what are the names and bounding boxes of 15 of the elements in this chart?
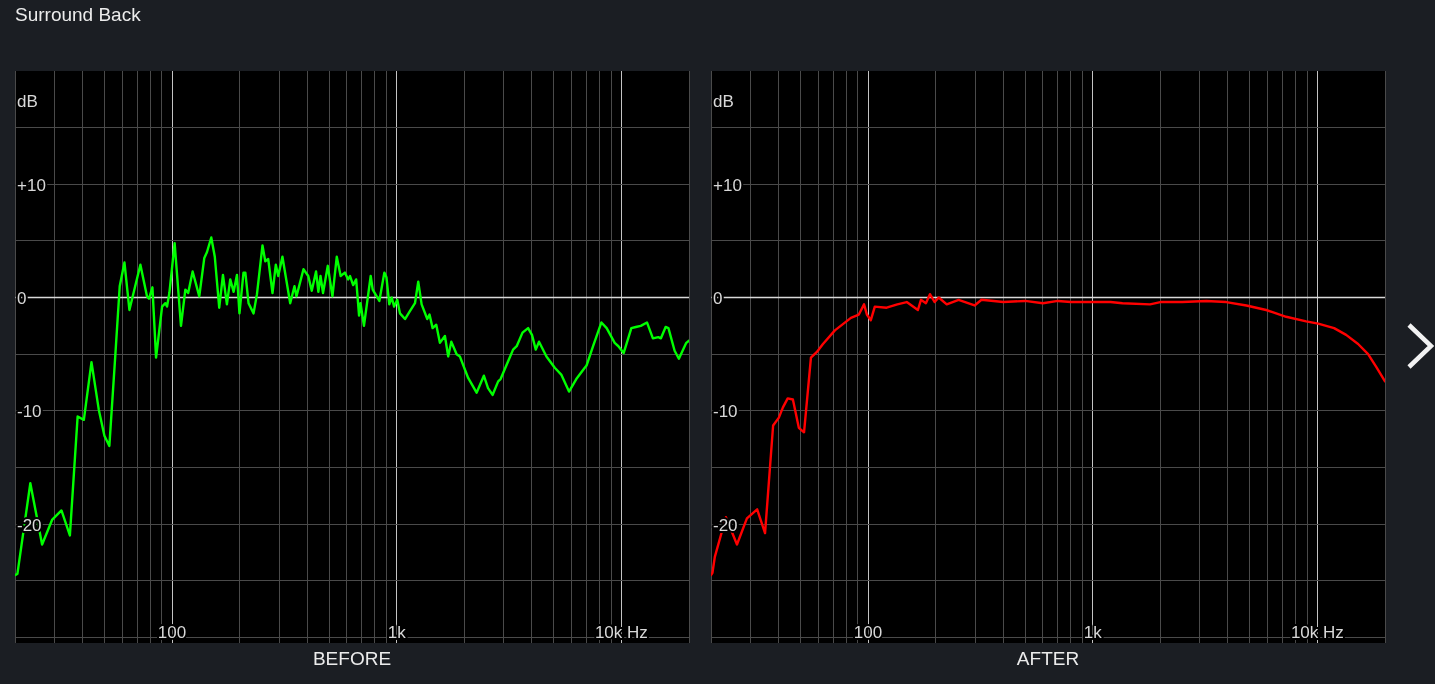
x-axis-title: AFTER [1016,648,1080,670]
y-tick-label: -10 [713,402,738,422]
x-axis-title: BEFORE [312,648,392,670]
x-tick-label: 10k Hz [1290,623,1344,642]
y-tick-label: +10 [713,175,742,195]
y-axis-title: dB [713,91,734,111]
y-tick-label: -10 [17,402,42,422]
x-tick-label: 100 [157,623,187,642]
x-tick-label: 1k [387,623,407,642]
chart-title: Surround Back [15,4,142,26]
y-axis-title: dB [17,91,38,111]
x-tick-label: 10k Hz [594,623,648,642]
y-tick-label: +10 [17,175,46,195]
x-tick-label: 1k [1083,623,1103,642]
x-tick-label: 100 [853,623,883,642]
